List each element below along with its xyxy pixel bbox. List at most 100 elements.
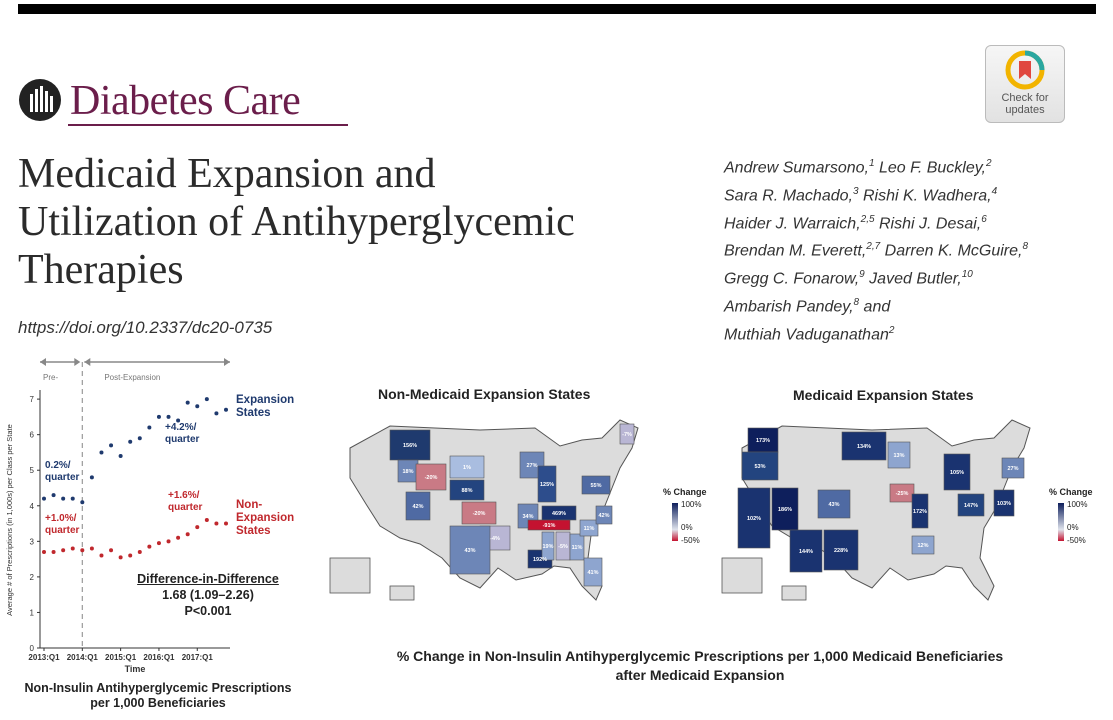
article-title: Medicaid Expansion and Utilization of Ant… <box>18 150 698 294</box>
point-expansion <box>89 475 94 480</box>
point-expansion <box>195 404 200 409</box>
non-expansion-map-state <box>581 475 611 495</box>
point-non-expansion <box>166 539 171 544</box>
expansion-map-label: 12% <box>917 543 928 549</box>
non-expansion-map-alaska <box>329 557 371 594</box>
non-expansion-map-label: -91% <box>543 523 556 529</box>
non-expansion-map-label: 469% <box>552 511 566 517</box>
period-label-post: Post-Expansion <box>104 373 160 382</box>
expansion-map-label: 102% <box>747 516 761 522</box>
point-non-expansion <box>80 548 85 553</box>
expansion-map-label: 147% <box>964 503 978 509</box>
colorbar-1-tick-top: 100% <box>681 500 702 509</box>
trend-chart-caption: Non-Insulin Antihyperglycemic Prescripti… <box>24 681 292 710</box>
expansion-map-state <box>957 493 985 517</box>
expansion-map-label: 134% <box>857 444 871 450</box>
point-expansion <box>42 496 46 501</box>
expansion-map-label: 186% <box>778 507 792 513</box>
expansion-map-label: 172% <box>913 509 927 515</box>
non-expansion-map-state <box>415 463 447 491</box>
check-for-updates-badge[interactable]: Check for updates <box>985 45 1065 123</box>
expansion-map-state <box>993 489 1015 517</box>
colorbar-2-tick-mid: 0% <box>1067 523 1079 532</box>
non-expansion-map-label: 125% <box>540 482 554 488</box>
map-expansion: 173% 53% 134% 13% 27% 105% 186% 102% 43% -25% 172%… <box>721 419 1031 601</box>
expansion-map-state <box>823 529 859 571</box>
y-tick-label: 2 <box>30 573 35 582</box>
point-non-expansion <box>204 518 209 522</box>
point-non-expansion <box>61 548 66 553</box>
colorbar-2-tick-bottom: -50% <box>1067 536 1086 545</box>
exp-pre-annotation: 0.2%/quarter <box>45 460 80 483</box>
colorbar-1-tick-bottom: -50% <box>681 536 700 545</box>
map-title-expansion: Medicaid Expansion States <box>793 387 974 403</box>
non-expansion-map-label: 34% <box>522 514 533 520</box>
point-expansion <box>137 436 142 441</box>
non-expansion-map-label: 43% <box>464 548 475 554</box>
expansion-map-state <box>887 441 911 469</box>
expansion-map-label: 103% <box>997 501 1011 507</box>
map-title-non-expansion: Non-Medicaid Expansion States <box>378 386 591 402</box>
colorbar-2 <box>1058 503 1064 541</box>
non-expansion-map-state <box>461 501 497 525</box>
post-arrow-head-right <box>224 358 230 366</box>
point-expansion <box>109 443 114 448</box>
point-expansion <box>176 418 181 423</box>
point-non-expansion <box>99 553 104 558</box>
y-tick-label: 7 <box>30 395 35 404</box>
did-estimate: 1.68 (1.09–2.26) <box>162 588 254 602</box>
expansion-map-label: -25% <box>896 491 909 497</box>
non-expansion-map-state <box>449 479 485 501</box>
point-non-expansion <box>214 521 219 526</box>
journal-name: Diabetes Care <box>70 78 301 124</box>
colorbar-title-2: % Change <box>1049 487 1093 497</box>
period-label-pre: Pre- <box>43 373 58 382</box>
point-non-expansion <box>70 546 75 551</box>
pre-arrow-head-right <box>74 358 81 366</box>
non-expansion-map-state <box>449 455 485 479</box>
legend-non-expansion-states: Non- Expansion States <box>236 499 295 537</box>
journal-underline <box>68 124 348 126</box>
expansion-map-state <box>841 431 887 461</box>
expansion-map-state <box>737 487 771 549</box>
did-heading: Difference-in-Difference <box>137 572 279 586</box>
expansion-map-label: 43% <box>828 502 839 508</box>
author-line-2: Haider J. Warraich,2,5 Rishi J. Desai,6 <box>724 213 987 232</box>
point-non-expansion <box>224 521 228 526</box>
x-axis-label: Time <box>125 664 146 674</box>
author-line-3: Brendan M. Everett,2,7 Darren K. McGuire… <box>724 241 1029 260</box>
point-expansion <box>156 414 161 419</box>
point-expansion <box>80 500 85 505</box>
y-axis-label: Average # of Prescriptions (in 1,000s) p… <box>5 424 14 616</box>
non-expansion-map-state <box>537 465 557 503</box>
x-tick-label: 2013:Q1 <box>28 653 60 662</box>
expansion-map-hawaii <box>781 585 807 601</box>
non-expansion-map-label: 27% <box>526 463 537 469</box>
pre-arrow-head-left <box>40 358 46 366</box>
non-expansion-map-label: 88% <box>461 488 472 494</box>
point-non-expansion <box>176 535 181 540</box>
point-expansion <box>214 411 219 416</box>
trend-chart: 0 1 2 3 4 5 6 7 2013:Q1 2014:Q1 2015:Q1 2016:Q1 2017… <box>5 358 230 674</box>
non-pre-annotation: +1.0%/quarter <box>45 513 80 536</box>
point-expansion <box>128 439 133 444</box>
non-expansion-map-state <box>595 505 613 525</box>
y-tick-label: 1 <box>30 608 35 617</box>
author-list: Andrew Sumarsono,1 Leo F. Buckley,2 Sara … <box>724 152 1104 347</box>
expansion-map-state <box>817 489 851 519</box>
non-expansion-map-state <box>527 519 571 531</box>
non-expansion-map-state <box>619 423 635 445</box>
doi-link[interactable]: https://doi.org/10.2337/dc20-0735 <box>18 318 273 337</box>
point-non-expansion <box>195 525 200 530</box>
expansion-map-state <box>911 535 935 555</box>
x-tick-label: 2014:Q1 <box>67 653 99 662</box>
non-expansion-map-state <box>541 531 555 561</box>
non-expansion-map-label: -20% <box>473 511 486 517</box>
check-for-updates-label: Check for updates <box>1001 92 1049 116</box>
colorbar-title-1: % Change <box>663 487 707 497</box>
non-expansion-map-label: 55% <box>590 483 601 489</box>
point-non-expansion <box>185 532 190 537</box>
point-non-expansion <box>128 553 133 558</box>
non-expansion-map-label: 18% <box>402 469 413 475</box>
author-line-4: Gregg C. Fonarow,9 Javed Butler,10 <box>724 269 973 288</box>
